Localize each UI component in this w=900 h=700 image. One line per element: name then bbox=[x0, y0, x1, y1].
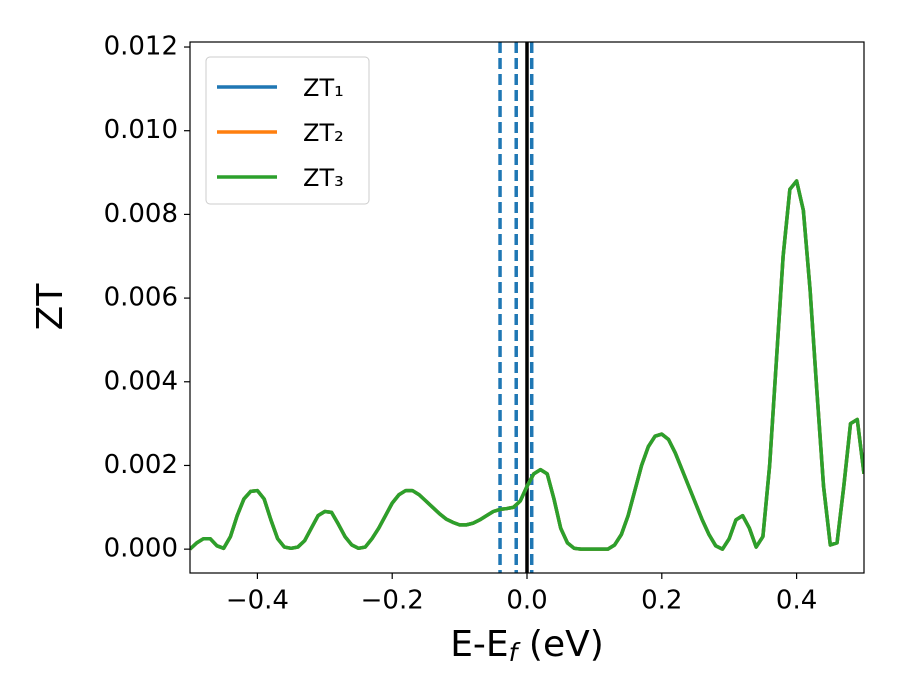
legend-box bbox=[205, 56, 370, 205]
line-series bbox=[190, 179, 864, 551]
x-tick-label: −0.2 bbox=[361, 586, 424, 616]
y-tick-label: 0.000 bbox=[104, 534, 178, 564]
legend: ZT₁ ZT₂ ZT₃ bbox=[205, 56, 370, 205]
x-label-part: (eV) bbox=[517, 624, 603, 665]
y-axis-label: ZT bbox=[30, 283, 71, 331]
y-tick-label: 0.002 bbox=[104, 450, 178, 480]
x-label-part: E-E bbox=[450, 624, 508, 665]
y-tick-label: 0.004 bbox=[104, 366, 178, 396]
x-tick-label: 0.0 bbox=[506, 586, 547, 616]
legend-label: ZT₂ bbox=[303, 119, 344, 147]
legend-label: ZT₁ bbox=[303, 74, 344, 102]
x-tick-label: 0.4 bbox=[776, 586, 817, 616]
x-axis-label: E-Ef (eV) bbox=[450, 624, 604, 667]
y-tick-label: 0.008 bbox=[104, 199, 178, 229]
x-tick-label: −0.4 bbox=[226, 586, 289, 616]
y-tick-label: 0.010 bbox=[104, 115, 178, 145]
y-tick-label: 0.012 bbox=[104, 32, 178, 62]
legend-label: ZT₃ bbox=[303, 164, 344, 192]
x-tick-label: 0.2 bbox=[641, 586, 682, 616]
y-tick-label: 0.006 bbox=[104, 283, 178, 313]
plot-area bbox=[190, 42, 864, 573]
